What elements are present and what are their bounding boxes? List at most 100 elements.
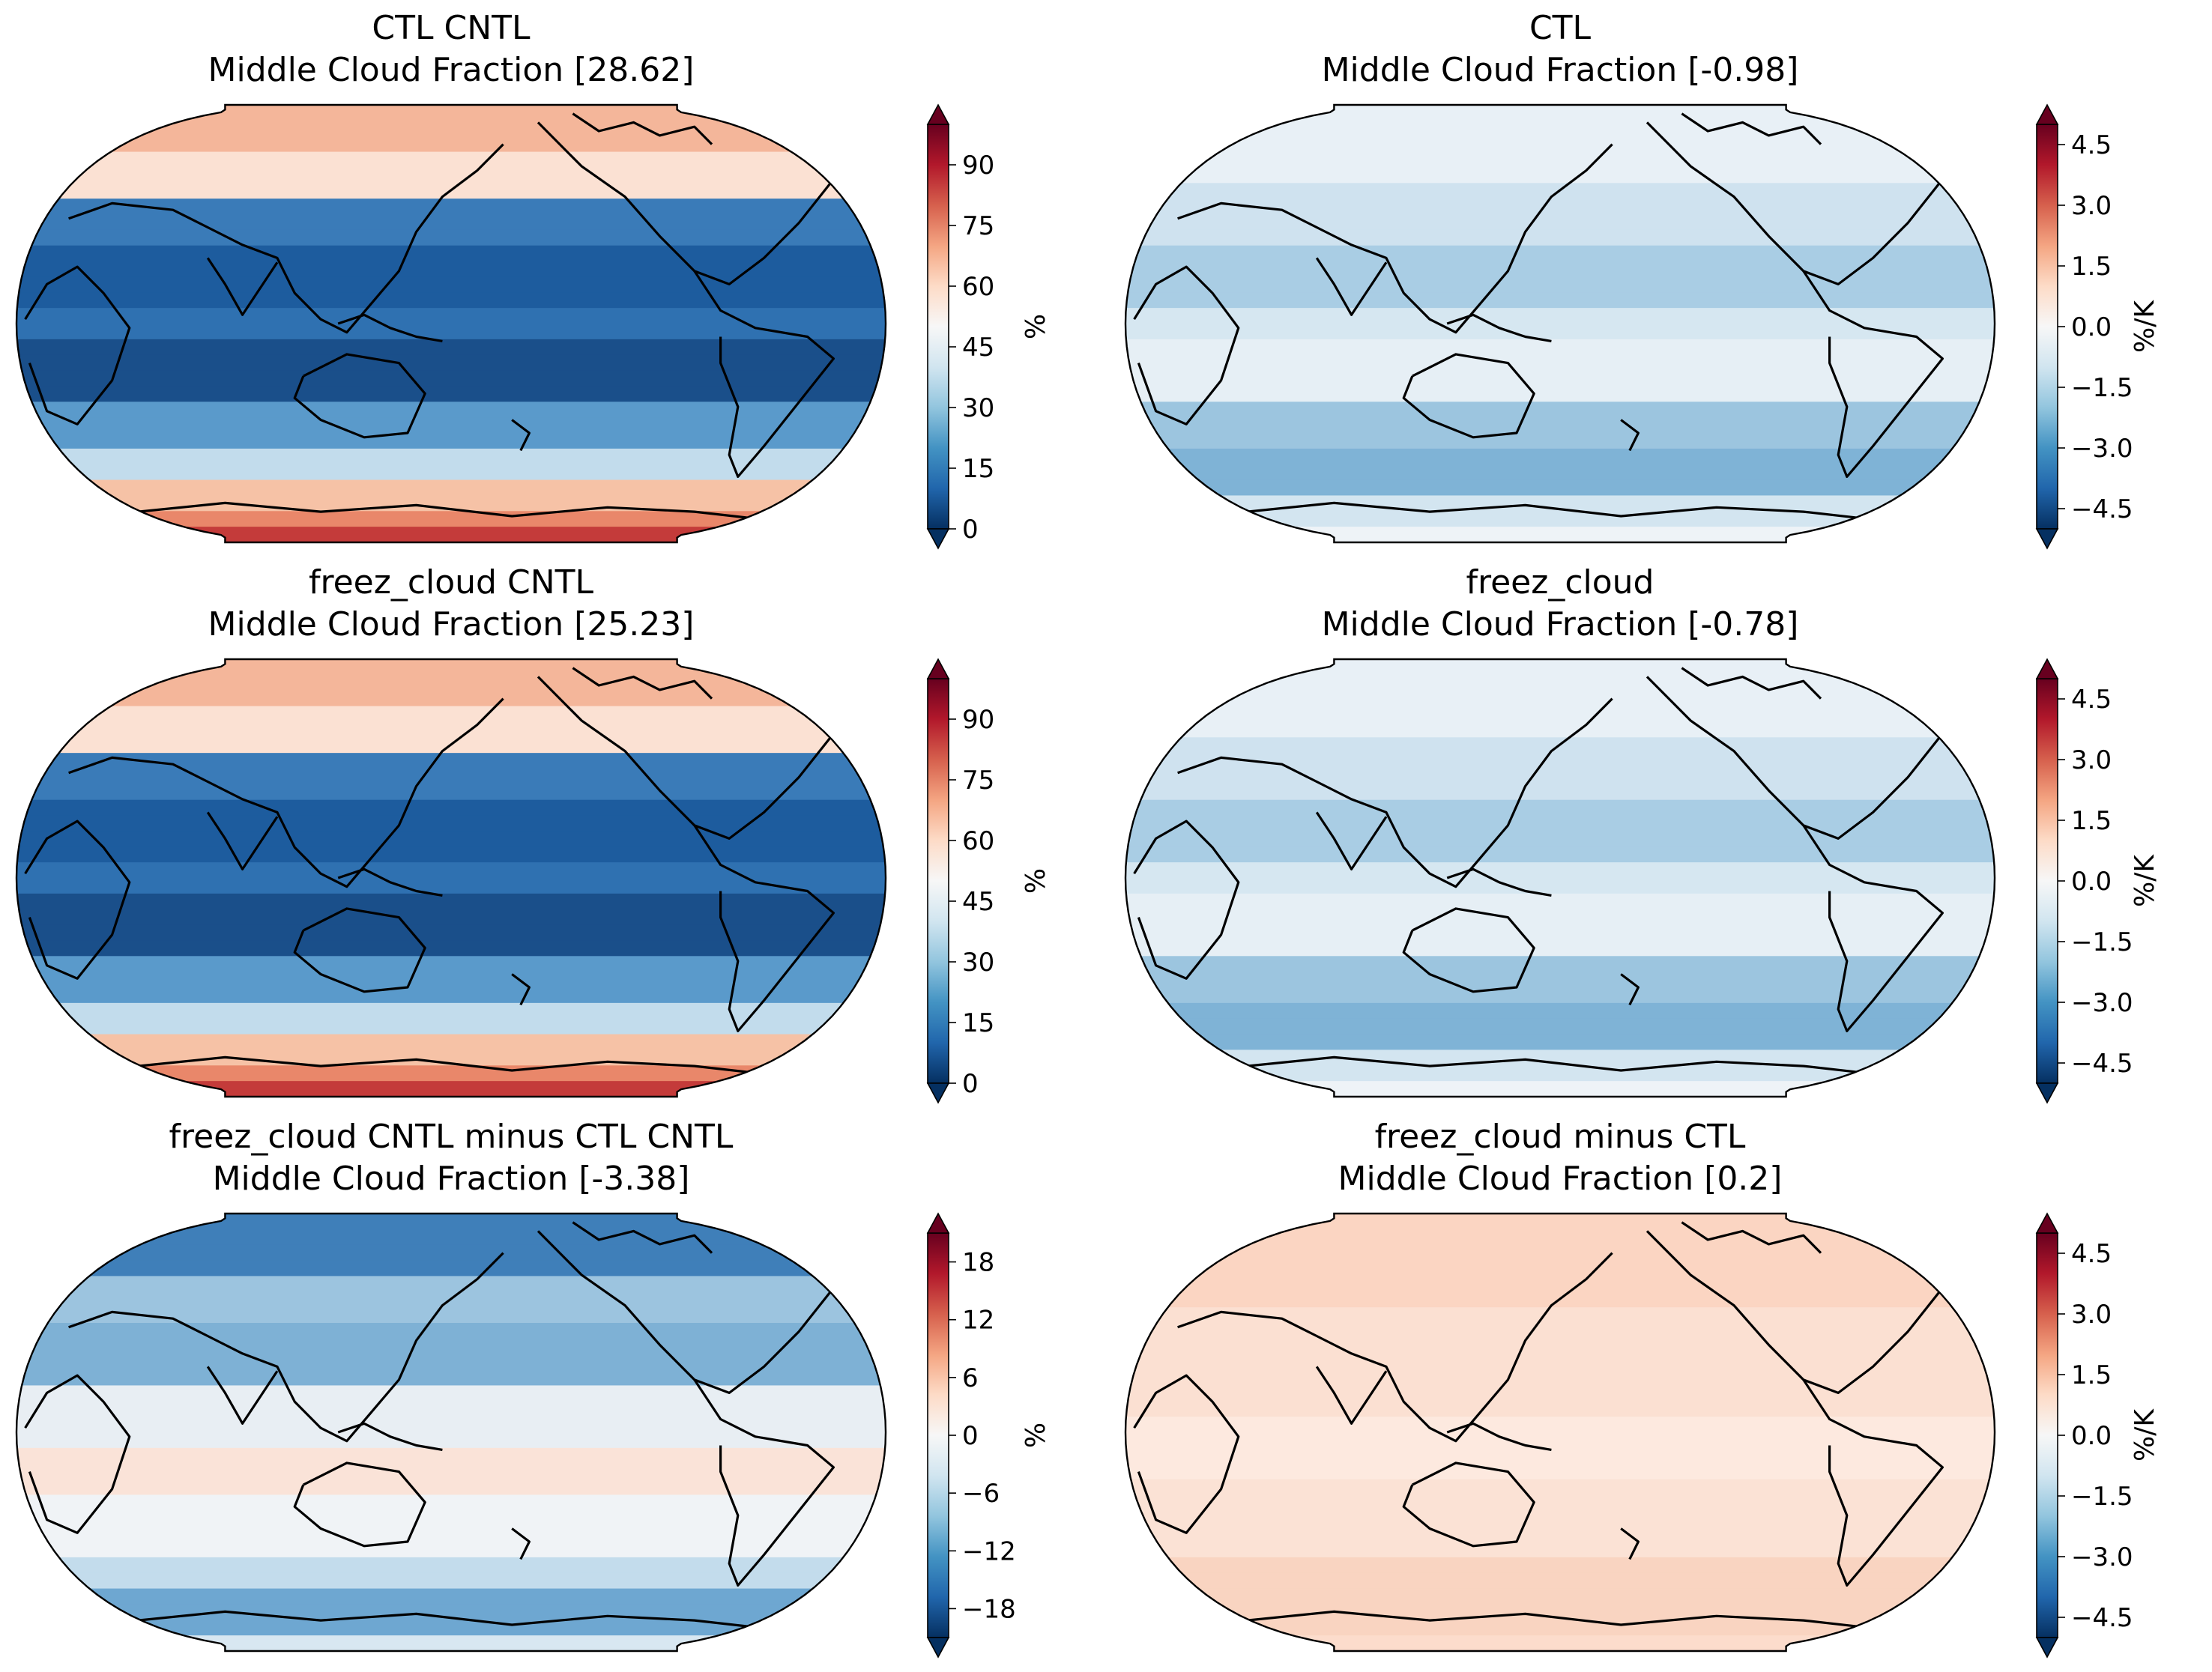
panel-subtitle: Middle Cloud Fraction [25.23] — [208, 605, 695, 643]
field-band — [1125, 1323, 1995, 1339]
field-band — [1125, 464, 1995, 481]
coastline — [293, 1462, 426, 1548]
field-band — [1125, 151, 1995, 169]
colorbar-tick-label: −6 — [962, 1479, 1000, 1509]
colorbar-body — [2036, 124, 2058, 530]
field-band — [1125, 1557, 1995, 1574]
field-band — [16, 1338, 886, 1355]
field-band — [16, 324, 886, 340]
field-band — [16, 464, 886, 481]
field-band — [1125, 433, 1995, 449]
field-band — [1125, 1369, 1995, 1387]
coastline — [1681, 112, 1822, 145]
field-band — [1125, 1494, 1995, 1512]
field-band — [16, 1229, 886, 1246]
field-band — [1125, 674, 1995, 691]
colorbar-body — [2036, 1232, 2058, 1638]
field-band — [1125, 1432, 1995, 1449]
coastline — [511, 1527, 531, 1560]
field-band — [1125, 690, 1995, 707]
field-band — [1125, 1034, 1995, 1051]
field-band — [1125, 1588, 1995, 1605]
map-boundary — [1124, 658, 1996, 1098]
panel-title: CTL — [1529, 9, 1592, 47]
map-field — [16, 105, 886, 542]
coastline — [68, 1252, 504, 1443]
field-band — [1125, 261, 1995, 278]
field-band — [1125, 1417, 1995, 1433]
field-band — [1125, 1354, 1995, 1371]
field-band — [16, 1417, 886, 1433]
field-band — [1125, 1002, 1995, 1020]
field-band — [1125, 386, 1995, 403]
coastline — [337, 1422, 443, 1451]
coastline — [1133, 1374, 1240, 1534]
field-band — [16, 417, 886, 434]
colorbar-tick-label: 12 — [962, 1306, 994, 1336]
map-boundary — [15, 103, 887, 544]
field-band — [1125, 940, 1995, 957]
colorbar-tick-label: 60 — [962, 826, 994, 856]
field-band — [16, 1323, 886, 1339]
field-band — [16, 1034, 886, 1051]
field-band — [1125, 1463, 1995, 1480]
colorbar-label: % — [1021, 868, 1051, 894]
panel-subtitle: Middle Cloud Fraction [-3.38] — [213, 1160, 690, 1198]
colorbar-label: %/K — [2130, 1408, 2160, 1462]
field-band — [16, 878, 886, 894]
field-band — [16, 862, 886, 879]
field-band — [1125, 245, 1995, 262]
colorbar-tick-label: −1.5 — [2071, 1482, 2133, 1512]
field-band — [16, 815, 886, 832]
colorbar: 90 75 60 45 30 15 0% — [926, 103, 1051, 550]
panel-title: freez_cloud CNTL — [309, 563, 594, 602]
colorbar-tick-label: 0 — [962, 515, 979, 545]
map-panel: freez_cloud CNTL minus CTL CNTL Middle Cl… — [15, 1118, 1051, 1659]
colorbar-tick-label: −4.5 — [2071, 494, 2133, 524]
field-band — [1125, 495, 1995, 512]
field-band — [16, 784, 886, 801]
field-band — [1125, 214, 1995, 231]
coastline — [1247, 1610, 1882, 1631]
field-band — [16, 1510, 886, 1527]
field-band — [1125, 659, 1995, 676]
field-band — [16, 339, 886, 356]
colorbar-tick-label: 75 — [962, 211, 994, 241]
coastline — [68, 143, 504, 334]
field-band — [1125, 769, 1995, 785]
field-band — [16, 120, 886, 137]
colorbar-tick-label: 3.0 — [2071, 1300, 2112, 1330]
field-band — [16, 386, 886, 403]
colorbar-tick-label: −18 — [962, 1594, 1016, 1624]
coastline — [1177, 143, 1613, 334]
field-band — [16, 1307, 886, 1324]
field-band — [16, 479, 886, 497]
field-band — [16, 1369, 886, 1387]
field-band — [1125, 846, 1995, 864]
field-band — [1125, 292, 1995, 309]
coastline — [693, 1379, 835, 1587]
colorbar-tick-label: −4.5 — [2071, 1049, 2133, 1079]
colorbar-tick-label: 0.0 — [2071, 312, 2112, 342]
field-band — [1125, 1081, 1995, 1097]
field-band — [16, 1276, 886, 1293]
field-band — [16, 136, 886, 153]
field-band — [1125, 799, 1995, 817]
field-band — [1125, 417, 1995, 434]
coastline — [1620, 419, 1640, 452]
field-band — [1125, 862, 1995, 879]
colorbar-tick-label: −3.0 — [2071, 434, 2133, 464]
field-band — [16, 433, 886, 449]
field-band — [16, 370, 886, 387]
map-panel: CTL CNTL Middle Cloud Fraction [28.62] 90 7… — [15, 9, 1051, 550]
coastline — [68, 697, 504, 888]
colorbar-extend-max — [926, 103, 950, 125]
colorbar-label: %/K — [2130, 854, 2160, 907]
colorbar-extend-max — [2035, 658, 2059, 679]
field-band — [16, 1401, 886, 1418]
colorbar-tick-label: 90 — [962, 151, 994, 181]
colorbar-tick-label: 4.5 — [2071, 685, 2112, 715]
